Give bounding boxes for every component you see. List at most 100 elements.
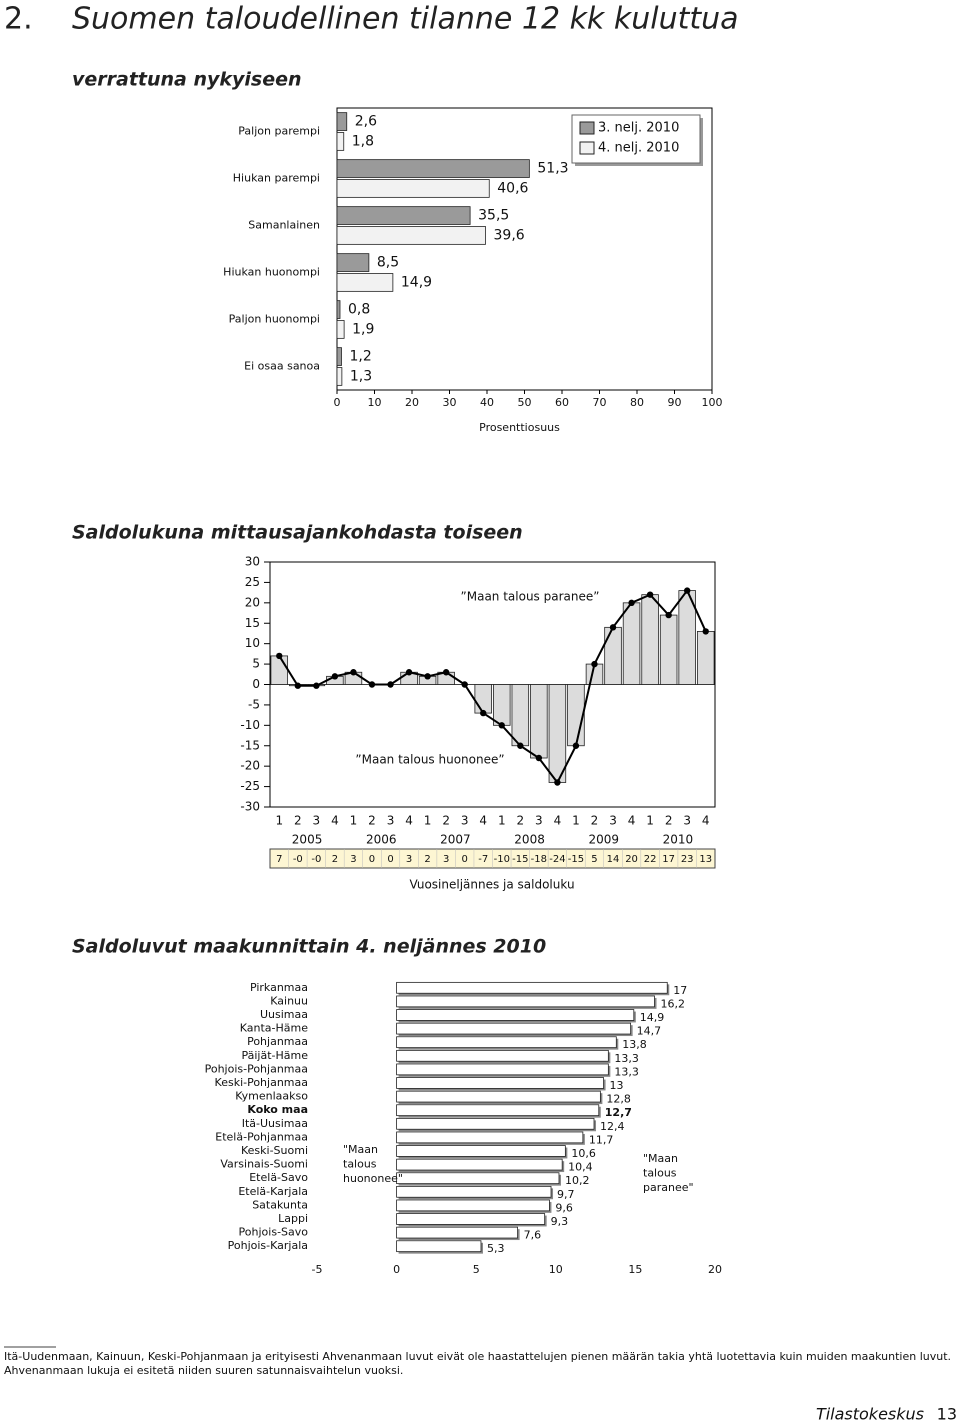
- value-label: 2,6: [355, 114, 377, 130]
- bar: [396, 1104, 600, 1117]
- bar: [396, 1049, 609, 1062]
- x-tick-label: 5: [473, 1263, 480, 1276]
- bar: [567, 684, 585, 747]
- value-label: 9,6: [555, 1201, 573, 1214]
- point: [498, 722, 505, 729]
- category-label: Kymenlaakso: [235, 1090, 308, 1103]
- x-tick-label: 20: [405, 396, 419, 409]
- bar: [336, 367, 343, 386]
- value-label: 13,3: [614, 1065, 639, 1078]
- x-tick-label: 3: [313, 814, 321, 828]
- value-label: 16,2: [661, 997, 686, 1010]
- point: [442, 669, 450, 676]
- point: [628, 599, 635, 607]
- value-label: 12,7: [605, 1106, 632, 1119]
- x-tick-label: 1: [646, 814, 654, 828]
- chart-title: verrattuna nykyiseen: [72, 69, 302, 91]
- category-label: Hiukan huonompi: [223, 266, 320, 279]
- table-value: -15: [568, 854, 584, 865]
- point: [683, 587, 691, 594]
- value-label: 10,2: [565, 1174, 590, 1187]
- annotation: talous: [643, 1167, 677, 1180]
- table-value: -0: [293, 854, 303, 865]
- bar: [548, 684, 567, 783]
- x-tick-label: 4: [554, 814, 562, 828]
- footnote: Ahvenanmaan lukuja ei esitetä niiden suu…: [4, 1364, 403, 1377]
- group-label: 2007: [440, 833, 471, 847]
- annotation: "Maan: [643, 1152, 678, 1165]
- bar: [336, 273, 394, 292]
- section-number: 2.: [4, 2, 33, 37]
- legend-swatch: [579, 141, 595, 155]
- bar: [336, 226, 486, 245]
- point: [646, 591, 654, 598]
- point: [665, 611, 672, 619]
- point: [276, 652, 283, 660]
- group-label: 2009: [588, 833, 619, 847]
- point: [554, 779, 561, 786]
- bar: [396, 1117, 595, 1130]
- x-tick-label: 0: [334, 396, 341, 409]
- y-tick-label: 15: [245, 616, 260, 630]
- table-value: 5: [591, 854, 597, 865]
- x-tick-label: 40: [480, 396, 494, 409]
- group-label: 2006: [366, 833, 397, 847]
- category-label: Pohjois-Pohjanmaa: [205, 1062, 308, 1075]
- annotation: talous: [343, 1158, 377, 1171]
- value-label: 1,3: [350, 368, 372, 384]
- point: [424, 673, 431, 680]
- annotation: huononee": [343, 1172, 403, 1185]
- section-title: Suomen taloudellinen tilanne 12 kk kulut…: [72, 2, 739, 37]
- point: [609, 624, 617, 631]
- y-tick-label: -10: [240, 718, 260, 732]
- x-tick-label: 20: [708, 1263, 722, 1276]
- value-label: 1,2: [350, 349, 372, 365]
- y-tick-label: 0: [252, 677, 260, 691]
- bar: [530, 684, 548, 759]
- bar: [270, 655, 289, 685]
- table-value: 2: [424, 854, 430, 865]
- x-tick-label: 2: [368, 814, 376, 828]
- category-label: Pohjois-Karjala: [228, 1239, 308, 1252]
- chart-title: Saldoluvut maakunnittain 4. neljännes 20…: [72, 936, 546, 958]
- value-label: 51,3: [537, 161, 568, 177]
- table-value: 3: [406, 854, 412, 865]
- bar: [336, 179, 490, 198]
- value-label: 13,8: [622, 1038, 647, 1051]
- value-label: 8,5: [377, 255, 399, 271]
- x-tick-label: 3: [461, 814, 469, 828]
- y-tick-label: 25: [245, 575, 260, 589]
- x-tick-label: 2: [294, 814, 302, 828]
- category-label: Etelä-Savo: [249, 1171, 308, 1184]
- x-tick-label: 3: [535, 814, 543, 828]
- category-label: Etelä-Pohjanmaa: [215, 1130, 308, 1143]
- point: [313, 682, 320, 689]
- value-label: 13: [610, 1079, 624, 1092]
- annotation: ”Maan talous huononee”: [355, 753, 504, 767]
- category-label: Pirkanmaa: [250, 981, 308, 994]
- bar: [396, 1213, 546, 1225]
- x-tick-label: 30: [443, 396, 457, 409]
- value-label: 14,9: [401, 274, 432, 290]
- x-tick-label: 4: [628, 814, 636, 828]
- x-axis-label: Vuosineljännes ja saldoluku: [409, 878, 574, 892]
- category-label: Ei osaa sanoa: [244, 360, 320, 373]
- value-label: 0,8: [348, 302, 370, 318]
- category-label: Paljon parempi: [238, 125, 320, 138]
- table-value: -10: [494, 854, 510, 865]
- category-label: Samanlainen: [248, 219, 320, 232]
- table-value: -7: [478, 854, 488, 865]
- point: [591, 660, 598, 668]
- bar: [396, 1172, 560, 1185]
- value-label: 9,3: [551, 1215, 569, 1228]
- bar: [641, 594, 659, 685]
- value-label: 12,8: [606, 1093, 631, 1106]
- value-label: 7,6: [524, 1229, 542, 1242]
- x-tick-label: 2: [442, 814, 450, 828]
- bar: [396, 1158, 563, 1171]
- x-tick-label: 15: [628, 1263, 642, 1276]
- x-tick-label: 1: [350, 814, 358, 828]
- bar: [396, 1226, 518, 1239]
- chart-title: Saldolukuna mittausajankohdasta toiseen: [72, 522, 523, 544]
- value-label: 14,7: [637, 1025, 662, 1038]
